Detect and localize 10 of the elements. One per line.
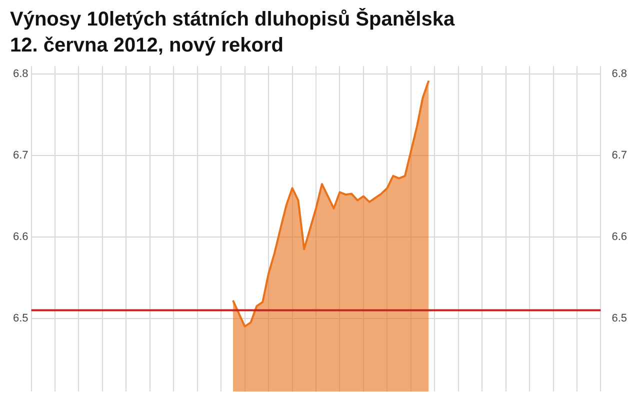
y2-tick-label: 6.6 [612, 230, 628, 243]
y-tick-label: 6.7 [12, 150, 28, 162]
y-tick-label: 6.6 [12, 230, 28, 243]
chart-subtitle: 12. června 2012, nový rekord [10, 34, 284, 57]
y-tick-label: 6.8 [12, 68, 28, 80]
chart-title: Výnosy 10letých státních dluhopisů Španělska [10, 8, 456, 31]
y2-tick-label: 6.7 [612, 150, 628, 162]
y2-tick-label: 6.5 [612, 312, 628, 324]
y2-tick-label: 6.8 [612, 68, 628, 80]
y-tick-label: 6.5 [12, 312, 28, 324]
